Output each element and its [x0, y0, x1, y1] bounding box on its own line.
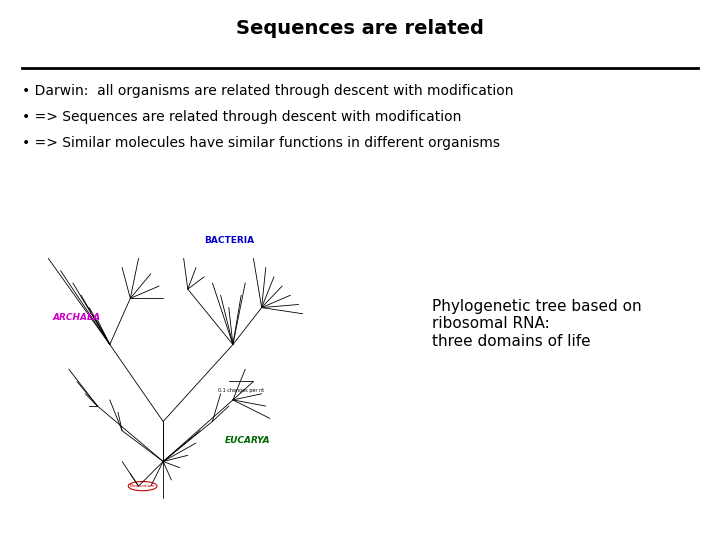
Text: • => Sequences are related through descent with modification: • => Sequences are related through desce… [22, 110, 461, 124]
Text: 0.1 changes per nt: 0.1 changes per nt [218, 388, 264, 393]
Text: BACTERIA: BACTERIA [204, 236, 254, 245]
Text: Sequences are related: Sequences are related [236, 19, 484, 38]
Text: EUCARYA: EUCARYA [225, 436, 270, 445]
Text: • => Similar molecules have similar functions in different organisms: • => Similar molecules have similar func… [22, 136, 500, 150]
Text: ARCHAEA: ARCHAEA [53, 313, 101, 322]
Text: Plasmodium: Plasmodium [130, 484, 156, 488]
Text: • Darwin:  all organisms are related through descent with modification: • Darwin: all organisms are related thro… [22, 84, 513, 98]
Text: Phylogenetic tree based on
ribosomal RNA:
three domains of life: Phylogenetic tree based on ribosomal RNA… [432, 299, 642, 349]
